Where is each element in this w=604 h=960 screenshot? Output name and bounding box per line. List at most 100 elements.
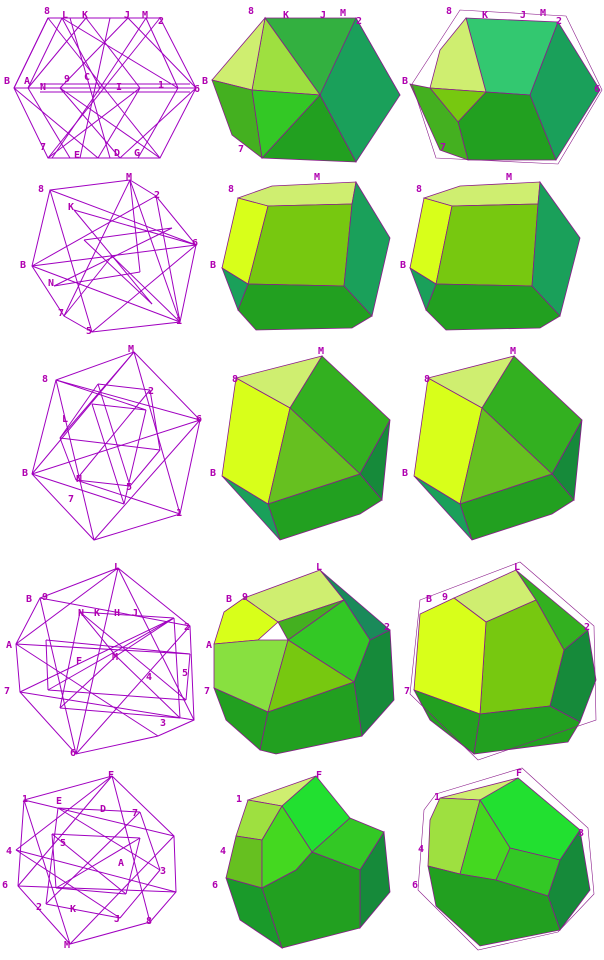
row-2-wireframe [31, 179, 197, 333]
vertex-label: 3 [160, 718, 166, 729]
vertex-label: 1 [158, 80, 164, 91]
row-1-solid [211, 16, 401, 163]
vertex-label: 8 [38, 184, 44, 195]
vertex-label: 8 [42, 374, 48, 385]
vertex-label: M [318, 346, 324, 357]
vertex-label: N [40, 82, 46, 93]
vertex-label: F [108, 770, 114, 781]
row-1-solid-labels: 8 K J M 2 B 7 [202, 6, 362, 155]
vertex-label: 7 [4, 686, 10, 697]
vertex-label: 2 [36, 902, 42, 913]
row-3-dual [413, 355, 583, 541]
vertex-label: G [134, 148, 140, 159]
row-4-wireframe [15, 567, 195, 755]
row-1-dual-labels: 8 K J M 2 B 6 7 [402, 6, 600, 153]
row-3-wireframe [31, 351, 201, 541]
vertex-label: J [124, 10, 130, 21]
vertex-label: 5 [86, 326, 92, 337]
row-2-wire-labels: 8 M 2 K B 6 N 7 5 1 [20, 172, 198, 337]
vertex-label: 9 [242, 592, 248, 603]
vertex-label: 7 [40, 142, 46, 153]
vertex-label: E [74, 150, 80, 161]
vertex-label: 9 [442, 592, 448, 603]
vertex-label: L [316, 562, 322, 573]
vertex-label: B [402, 76, 408, 87]
vertex-label: C [84, 72, 90, 83]
row-3-dual-labels: M 8 B [402, 346, 516, 479]
vertex-label: 9 [64, 74, 70, 85]
vertex-label: K [82, 10, 88, 21]
vertex-label: 2 [556, 16, 562, 27]
vertex-label: M [540, 8, 546, 19]
vertex-label: B [210, 468, 216, 479]
row-1-wireframe [13, 17, 197, 159]
vertex-label: 7 [58, 308, 64, 319]
vertex-label: 2 [356, 16, 362, 27]
vertex-label: 2 [154, 190, 160, 201]
vertex-label: F [76, 656, 82, 667]
vertex-label: 7 [238, 144, 244, 155]
vertex-label: K [94, 608, 100, 619]
vertex-label: E [56, 796, 62, 807]
vertex-label: B [22, 468, 28, 479]
vertex-label: L [62, 10, 68, 21]
vertex-label: A [206, 640, 212, 651]
vertex-label: 1 [176, 508, 182, 519]
vertex-label: 1 [236, 794, 242, 805]
vertex-label: H [114, 608, 120, 619]
vertex-label: 7 [204, 686, 210, 697]
row-3-solid [221, 355, 391, 541]
vertex-label: 2 [384, 622, 390, 633]
row-5-dual [417, 767, 595, 951]
vertex-label: 2 [158, 16, 164, 27]
vertex-label: A [24, 76, 30, 87]
vertex-label: M [64, 940, 70, 951]
vertex-label: K [68, 202, 74, 213]
row-2-dual [409, 180, 581, 331]
vertex-label: I [116, 82, 122, 93]
vertex-label: 2 [148, 386, 154, 397]
vertex-label: 6 [192, 238, 198, 249]
row-1-dual [409, 9, 603, 165]
vertex-label: 7 [440, 142, 446, 153]
vertex-label: K [482, 10, 488, 21]
row-4-solid-labels: L B 9 A 7 2 [204, 562, 390, 697]
row-2-solid [221, 180, 391, 331]
vertex-label: N [48, 278, 54, 289]
vertex-label: M [340, 8, 346, 19]
vertex-label: 8 [228, 184, 234, 195]
vertex-label: B [202, 76, 208, 87]
vertex-label: 4 [418, 844, 424, 855]
row-4: L B 9 N K H J 2 A F M 4 7 5 6 3 [4, 561, 597, 761]
vertex-label: N [76, 474, 82, 485]
vertex-label: J [114, 914, 120, 925]
row-5-wireframe [15, 775, 177, 945]
vertex-label: 4 [220, 846, 226, 857]
vertex-label: 6 [2, 880, 8, 891]
vertex-label: 2 [184, 622, 190, 633]
vertex-label: 8 [248, 6, 254, 17]
vertex-label: 6 [70, 748, 76, 759]
vertex-label: M [126, 172, 132, 183]
vertex-label: 1 [22, 794, 28, 805]
vertex-label: 7 [404, 686, 410, 697]
vertex-label: 6 [212, 880, 218, 891]
row-2: 8 M 2 K B 6 N 7 5 1 8 M B [20, 172, 581, 337]
vertex-label: K [70, 904, 76, 915]
row-5: F 1 E D 7 4 6 5 3 A 2 K J 8 M [2, 767, 595, 951]
vertex-label: M [128, 344, 134, 355]
vertex-label: L [114, 562, 120, 573]
vertex-label: K [283, 10, 289, 21]
vertex-label: B [20, 260, 26, 271]
vertex-label: 7 [132, 808, 138, 819]
row-4-wire-labels: L B 9 N K H J 2 A F M 4 7 5 6 3 [4, 562, 190, 759]
vertex-label: 8 [416, 184, 422, 195]
vertex-label: 8 [446, 6, 452, 17]
row-5-dual-labels: F 1 4 6 3 [412, 768, 584, 891]
vertex-label: 2 [584, 622, 590, 633]
row-3-solid-labels: M 8 B [210, 346, 324, 479]
vertex-label: N [78, 608, 84, 619]
row-1: 8 L K J M 2 B A N 9 C I 1 6 7 E D G [4, 6, 603, 165]
vertex-label: L [62, 414, 68, 425]
